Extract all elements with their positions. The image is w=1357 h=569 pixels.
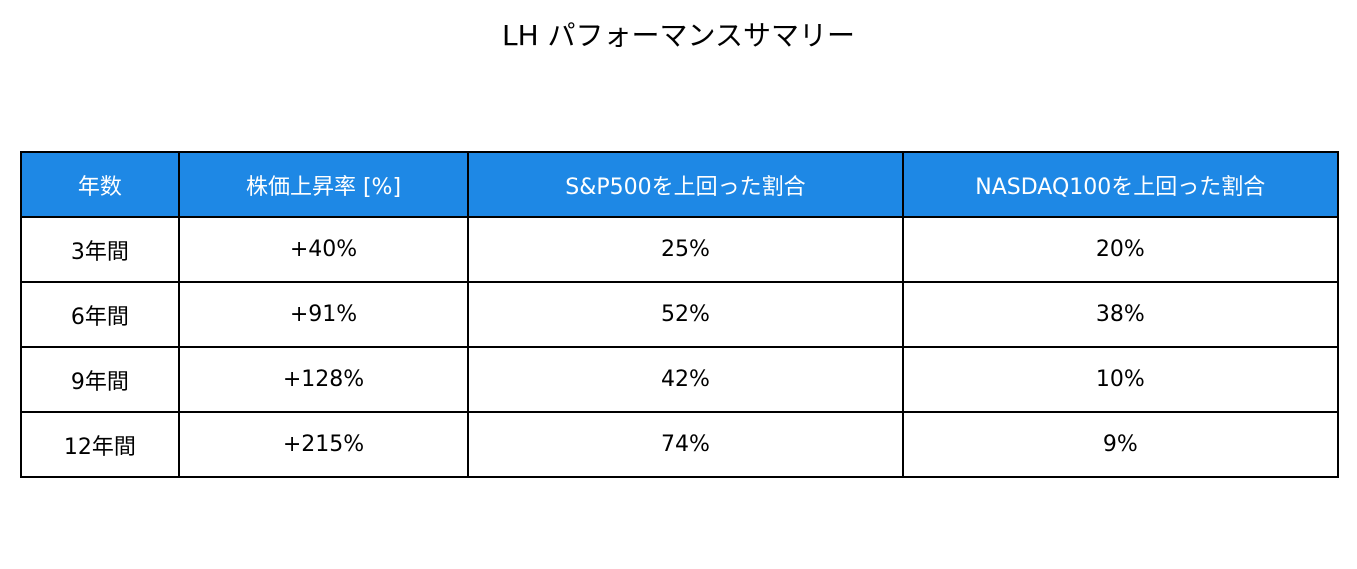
table-cell: 9年間 bbox=[20, 346, 180, 413]
summary-table: 年数 株価上昇率 [%] S&P500を上回った割合 NASDAQ100を上回った割合… bbox=[20, 151, 1340, 478]
header-row: 年数 株価上昇率 [%] S&P500を上回った割合 NASDAQ100を上回った割合 bbox=[20, 151, 1340, 218]
title: LH パフォーマンスサマリー bbox=[502, 19, 855, 52]
table-cell: 25% bbox=[467, 216, 904, 283]
table-cell: 74% bbox=[467, 411, 904, 478]
table-cell: +91% bbox=[177, 281, 470, 348]
table-cell: 6年間 bbox=[20, 281, 180, 348]
table-row: 9年間 +128% 42% 10% bbox=[20, 346, 1340, 413]
table-cell: 42% bbox=[467, 346, 904, 413]
table-cell: 9% bbox=[901, 411, 1340, 478]
table-cell: 10% bbox=[901, 346, 1340, 413]
table-cell: +128% bbox=[177, 346, 470, 413]
table-body: 3年間 +40% 25% 20% 6年間 +91% 52% 38% 9年間 +128% 42% 10%… bbox=[20, 216, 1340, 478]
table-cell: 3年間 bbox=[20, 216, 180, 283]
table-cell: 38% bbox=[901, 281, 1340, 348]
table-cell: +215% bbox=[177, 411, 470, 478]
column-header: NASDAQ100を上回った割合 bbox=[901, 151, 1340, 218]
table-row: 12年間 +215% 74% 9% bbox=[20, 411, 1340, 478]
table-cell: 20% bbox=[901, 216, 1340, 283]
table-cell: 52% bbox=[467, 281, 904, 348]
column-header: 年数 bbox=[20, 151, 180, 218]
table-cell: +40% bbox=[177, 216, 470, 283]
table-cell: 12年間 bbox=[20, 411, 180, 478]
table-row: 3年間 +40% 25% 20% bbox=[20, 216, 1340, 283]
table-row: 6年間 +91% 52% 38% bbox=[20, 281, 1340, 348]
column-header: S&P500を上回った割合 bbox=[467, 151, 904, 218]
column-header: 株価上昇率 [%] bbox=[177, 151, 470, 218]
